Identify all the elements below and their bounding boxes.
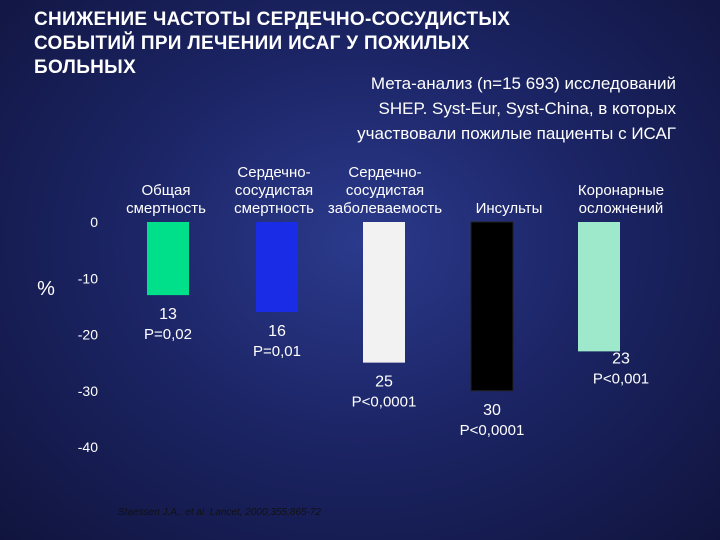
y-tick-label: -10 bbox=[78, 270, 98, 286]
y-tick-label: -40 bbox=[78, 439, 98, 455]
category-label: Сердечно- bbox=[348, 164, 421, 181]
p-value-label: P=0,02 bbox=[144, 326, 192, 343]
data-label: 13 bbox=[159, 306, 177, 323]
data-label: 23 bbox=[612, 350, 630, 367]
category-label: Инсульты bbox=[476, 200, 543, 217]
category-label: Коронарные bbox=[578, 182, 664, 199]
category-label: Сердечно- bbox=[237, 164, 310, 181]
category-label: смертность bbox=[234, 200, 314, 217]
slide-title: СНИЖЕНИЕ ЧАСТОТЫ СЕРДЕЧНО-СОСУДИСТЫХ СОБ… bbox=[34, 9, 511, 78]
p-value-label: P<0,0001 bbox=[352, 394, 417, 411]
bar bbox=[470, 221, 514, 392]
y-axis-label: % bbox=[37, 278, 55, 300]
p-value-label: P=0,01 bbox=[253, 343, 301, 360]
category-label: осложнений bbox=[579, 200, 664, 217]
p-value-label: P<0,0001 bbox=[460, 422, 525, 439]
bar bbox=[147, 222, 189, 296]
category-label: смертность bbox=[126, 200, 206, 217]
category-label: сосудистая bbox=[346, 182, 424, 199]
bar bbox=[363, 222, 405, 363]
data-label: 30 bbox=[483, 402, 501, 419]
category-label: заболеваемость bbox=[328, 200, 442, 217]
bar bbox=[578, 222, 620, 352]
bar bbox=[256, 222, 298, 312]
data-label: 25 bbox=[375, 374, 393, 391]
y-tick-label: -30 bbox=[78, 383, 98, 399]
category-label: сосудистая bbox=[235, 182, 313, 199]
study-description: Мета-анализ (n=15 693) исследований SHEP… bbox=[357, 74, 676, 143]
source-citation: Staessen J.A.. et al. Lancet, 2000;355:8… bbox=[118, 507, 321, 518]
p-value-label: P<0,001 bbox=[593, 370, 649, 387]
y-tick-label: -20 bbox=[78, 327, 98, 343]
category-label: Общая bbox=[141, 182, 190, 199]
data-label: 16 bbox=[268, 323, 286, 340]
y-tick-label: 0 bbox=[90, 214, 98, 230]
